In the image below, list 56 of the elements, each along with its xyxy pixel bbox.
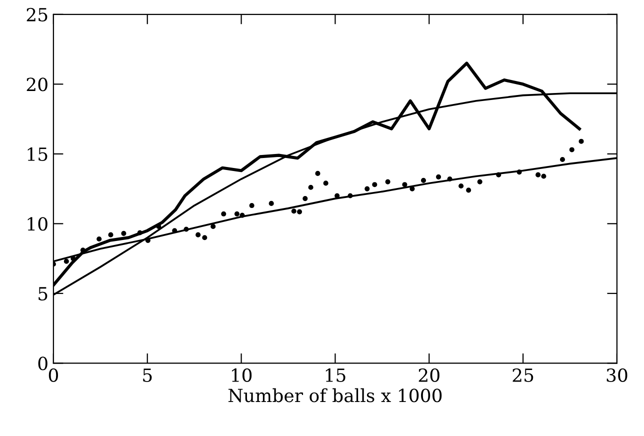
point <box>458 183 464 189</box>
point <box>137 230 142 236</box>
point <box>240 212 245 218</box>
x-tick-label: 0 <box>48 368 58 382</box>
point <box>402 182 408 188</box>
point <box>202 235 208 240</box>
point <box>184 226 189 232</box>
point <box>447 176 452 182</box>
point <box>536 172 541 178</box>
x-tick-label: 10 <box>232 368 252 382</box>
point <box>315 170 320 176</box>
point <box>302 196 308 202</box>
x-tick-label: 20 <box>418 368 440 382</box>
y-tick-label: 15 <box>28 147 48 162</box>
y-tick-label: 25 <box>26 8 48 22</box>
point <box>410 186 415 192</box>
x-tick-label: 5 <box>143 368 152 382</box>
point <box>578 138 584 144</box>
point <box>291 208 296 214</box>
point <box>496 172 502 178</box>
y-tick-label: 0 <box>38 356 48 370</box>
point <box>348 193 353 198</box>
y-tick-label: 20 <box>26 78 48 92</box>
point <box>64 258 69 264</box>
point <box>210 224 216 229</box>
point <box>121 230 126 236</box>
point <box>420 178 426 183</box>
point <box>323 180 328 186</box>
point <box>436 174 442 180</box>
x-tick-label: 15 <box>326 368 346 382</box>
point <box>569 147 574 152</box>
point <box>234 211 240 216</box>
point <box>516 170 522 175</box>
point <box>466 188 472 193</box>
point <box>108 232 114 238</box>
point <box>249 203 254 208</box>
point <box>372 182 378 188</box>
point <box>560 156 566 162</box>
point <box>70 256 76 262</box>
point <box>364 186 370 192</box>
point <box>96 236 102 242</box>
point <box>172 228 178 234</box>
point <box>477 179 482 184</box>
y-tick-label: 10 <box>28 217 48 231</box>
y-tick-label: 5 <box>38 287 48 301</box>
point <box>308 184 314 190</box>
point <box>334 193 340 198</box>
point <box>221 211 226 216</box>
x-axis-title: Number of balls x 1000 <box>228 388 442 402</box>
point <box>268 200 274 206</box>
x-tick-label: 30 <box>606 368 628 382</box>
point <box>296 209 302 214</box>
point <box>385 179 390 184</box>
x-tick-label: 25 <box>512 368 534 382</box>
point <box>541 174 546 179</box>
point <box>196 232 201 238</box>
